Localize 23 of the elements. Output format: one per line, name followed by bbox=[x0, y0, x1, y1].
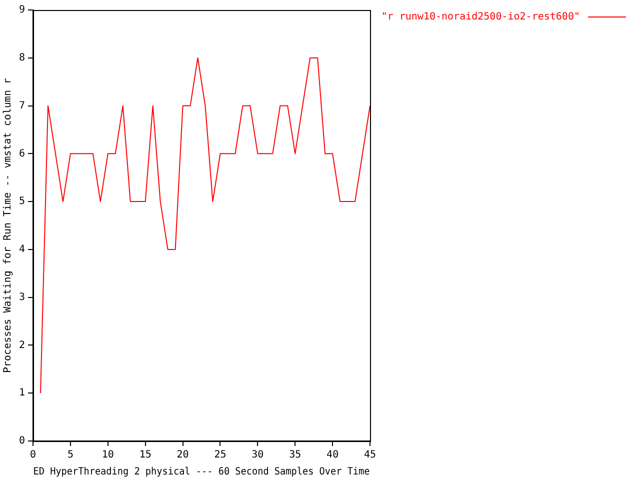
x-tick-label: 10 bbox=[102, 450, 114, 461]
y-axis-title: Processes Waiting for Run Time -- vmstat column r bbox=[2, 78, 14, 374]
x-tick-label: 30 bbox=[252, 450, 264, 461]
x-tick-label: 20 bbox=[176, 450, 189, 461]
y-tick-label: 6 bbox=[18, 148, 26, 160]
x-tick-label: 15 bbox=[139, 450, 152, 461]
y-tick-label: 7 bbox=[18, 100, 26, 112]
y-tick-label: 2 bbox=[18, 340, 26, 351]
x-tick-label: 40 bbox=[326, 450, 339, 461]
y-tick-label: 5 bbox=[18, 196, 26, 208]
x-tick-label: 35 bbox=[289, 450, 302, 461]
x-tick-label: 45 bbox=[364, 450, 376, 461]
y-tick-label: 1 bbox=[18, 388, 26, 399]
x-axis-title: ED HyperThreading 2 physical --- 60 Second Samples Over Time bbox=[33, 466, 370, 478]
x-tick-label: 25 bbox=[214, 450, 226, 461]
y-tick-label: 3 bbox=[18, 292, 26, 303]
legend-label: "r runw10-noraid2500-io2-rest600" bbox=[381, 12, 580, 23]
x-tick-label: 0 bbox=[30, 450, 36, 461]
y-tick-label: 4 bbox=[18, 244, 26, 256]
y-tick-label: 0 bbox=[18, 436, 26, 447]
x-tick-label: 5 bbox=[67, 450, 74, 461]
y-tick-label: 8 bbox=[18, 52, 26, 64]
y-tick-label: 9 bbox=[18, 4, 26, 16]
